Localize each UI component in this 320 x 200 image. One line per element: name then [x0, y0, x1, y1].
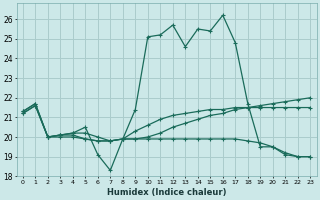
X-axis label: Humidex (Indice chaleur): Humidex (Indice chaleur) [107, 188, 226, 197]
